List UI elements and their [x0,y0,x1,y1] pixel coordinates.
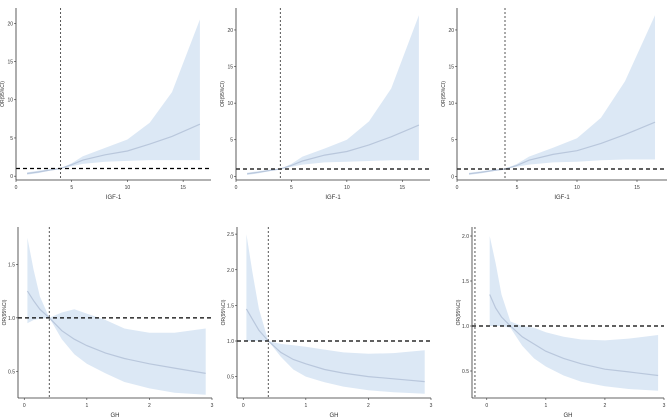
x-tick-label: 5 [290,185,293,191]
x-tick-label: 2 [148,403,151,409]
y-tick-label: 20 [448,28,454,34]
ci-band [247,15,419,175]
or-curve [489,294,659,377]
y-tick-label: 0 [451,174,454,180]
y-tick-label: 1.5 [227,303,234,309]
y-tick-label: 1.5 [462,279,469,285]
y-tick-label: 20 [227,28,233,34]
ci-band [246,234,425,394]
ci-band [489,236,659,391]
x-axis-label: IGF-1 [554,195,570,201]
y-axis-label: OR(95%CI) [456,299,462,325]
chart-panel-5: 0 1 2 3 0.5 1.0 1.5 2.0 2.5 GH OR(95%CI) [221,227,433,418]
x-tick-label: 1 [304,403,307,409]
y-tick-label: 1.5 [8,262,15,268]
x-axis-label: IGF-1 [325,195,341,201]
x-tick-label: 0 [242,403,245,409]
chart-panel-1: 0 5 10 15 0 5 10 15 20 IGF-1 OR(95%CI) [0,8,211,201]
x-tick-label: 10 [125,185,131,191]
or-curve [26,290,206,374]
x-axis-label: GH [111,413,120,418]
x-tick-label: 2 [604,403,607,409]
chart-panel-2: 0 5 10 15 0 5 10 15 20 IGF-1 OR(95%CI) [220,8,430,201]
x-tick-label: 3 [211,403,214,409]
x-axis-label: GH [564,413,573,418]
x-tick-label: 3 [663,403,666,409]
y-axis-label: OR(95%CI) [0,81,6,107]
y-axis-label: OR(95%CI) [220,81,226,107]
y-tick-label: 0.5 [8,369,15,375]
x-tick-label: 0 [456,185,459,191]
chart-panel-4: 0 1 2 3 0.5 1.0 1.5 GH OR(95%CI) [2,227,214,418]
y-tick-label: 15 [7,60,13,66]
or-curve [245,308,425,383]
x-tick-label: 2 [367,403,370,409]
x-tick-label: 15 [634,185,640,191]
y-tick-label: 5 [230,138,233,144]
y-tick-label: 1.0 [227,339,234,345]
x-tick-label: 5 [516,185,519,191]
y-tick-label: 15 [227,65,233,71]
y-axis-label: OR(95%CI) [2,299,8,325]
x-tick-label: 0 [15,185,18,191]
y-tick-label: 0.5 [227,375,234,381]
x-tick-label: 10 [574,185,580,191]
or-curve [27,123,201,175]
y-tick-label: 5 [10,136,13,142]
chart-panel-3: 0 5 10 15 0 5 10 15 20 IGF-1 OR(95%CI) [441,8,667,201]
chart-panel-6: 0 1 2 3 0.5 1.0 1.5 2.0 GH OR(95%CI) [456,227,666,418]
y-tick-label: 0 [10,174,13,180]
x-tick-label: 1 [85,403,88,409]
x-tick-label: 3 [430,403,433,409]
x-tick-label: 0 [235,185,238,191]
x-tick-label: 1 [544,403,547,409]
x-tick-label: 15 [400,185,406,191]
y-axis-label: OR(95%CI) [441,81,447,107]
x-tick-label: 0 [485,403,488,409]
y-tick-label: 10 [448,101,454,107]
y-tick-label: 0 [230,174,233,180]
y-tick-label: 1.0 [462,324,469,330]
y-tick-label: 2.5 [227,232,234,238]
x-tick-label: 15 [180,185,186,191]
y-tick-label: 5 [451,138,454,144]
y-tick-label: 2.0 [462,234,469,240]
x-tick-label: 10 [344,185,350,191]
x-axis-label: GH [330,413,339,418]
or-curve [468,121,656,175]
x-tick-label: 5 [70,185,73,191]
y-tick-label: 10 [227,101,233,107]
y-tick-label: 1.0 [8,316,15,322]
x-axis-label: IGF-1 [106,195,122,201]
x-tick-label: 0 [23,403,26,409]
y-tick-label: 0.5 [462,369,469,375]
y-tick-label: 2.0 [227,268,234,274]
ci-band [469,15,655,175]
y-axis-label: OR(95%CI) [221,299,227,325]
ci-band [27,237,206,395]
ci-band [27,19,200,175]
y-tick-label: 20 [7,21,13,27]
y-tick-label: 10 [7,98,13,104]
y-tick-label: 15 [448,65,454,71]
or-curve [247,124,420,175]
